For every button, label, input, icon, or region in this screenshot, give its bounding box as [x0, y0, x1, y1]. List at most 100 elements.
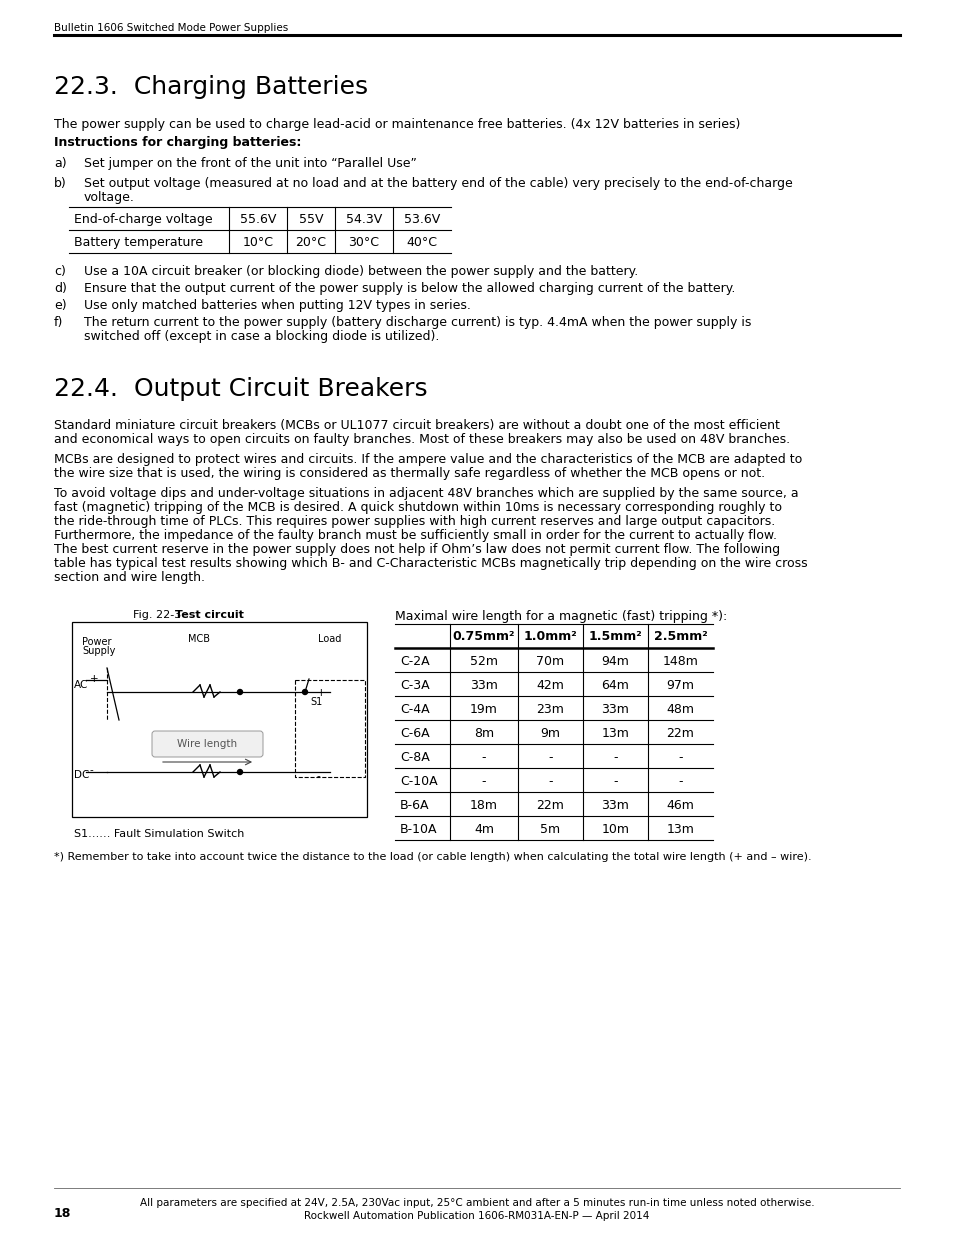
- Text: -: -: [481, 776, 486, 788]
- Text: c): c): [54, 266, 66, 278]
- Text: Instructions for charging batteries:: Instructions for charging batteries:: [54, 136, 301, 149]
- Circle shape: [237, 769, 242, 774]
- Text: fast (magnetic) tripping of the MCB is desired. A quick shutdown within 10ms is : fast (magnetic) tripping of the MCB is d…: [54, 501, 781, 514]
- Text: section and wire length.: section and wire length.: [54, 571, 205, 584]
- Text: C-6A: C-6A: [399, 727, 429, 740]
- Text: To avoid voltage dips and under-voltage situations in adjacent 48V branches whic: To avoid voltage dips and under-voltage …: [54, 487, 798, 500]
- Text: Supply: Supply: [82, 646, 115, 656]
- Text: B-10A: B-10A: [399, 823, 437, 836]
- Text: End-of-charge voltage: End-of-charge voltage: [74, 212, 213, 226]
- Text: 9m: 9m: [540, 727, 560, 740]
- Text: Set jumper on the front of the unit into “Parallel Use”: Set jumper on the front of the unit into…: [84, 157, 416, 170]
- Text: B-6A: B-6A: [399, 799, 429, 811]
- Text: 1.0mm²: 1.0mm²: [523, 630, 577, 643]
- Text: 20°C: 20°C: [295, 236, 326, 249]
- Text: 22.3.  Charging Batteries: 22.3. Charging Batteries: [54, 75, 368, 99]
- Text: Battery temperature: Battery temperature: [74, 236, 203, 249]
- Text: 70m: 70m: [536, 655, 564, 668]
- Text: 22m: 22m: [666, 727, 694, 740]
- Text: voltage.: voltage.: [84, 191, 134, 204]
- Text: +: +: [90, 674, 98, 684]
- Text: b): b): [54, 177, 67, 190]
- Text: Wire length: Wire length: [177, 739, 237, 748]
- Text: C-4A: C-4A: [399, 703, 429, 716]
- Text: -: -: [481, 751, 486, 764]
- Text: switched off (except in case a blocking diode is utilized).: switched off (except in case a blocking …: [84, 330, 439, 343]
- Text: MCB: MCB: [188, 634, 210, 643]
- Text: -: -: [678, 776, 682, 788]
- Text: Load: Load: [317, 634, 341, 643]
- Text: MCBs are designed to protect wires and circuits. If the ampere value and the cha: MCBs are designed to protect wires and c…: [54, 453, 801, 466]
- Text: 2.5mm²: 2.5mm²: [653, 630, 706, 643]
- Text: f): f): [54, 316, 63, 329]
- Text: S1: S1: [310, 697, 322, 706]
- Text: 18m: 18m: [470, 799, 497, 811]
- Text: 18: 18: [54, 1207, 71, 1220]
- Text: 64m: 64m: [601, 679, 629, 692]
- Text: *) Remember to take into account twice the distance to the load (or cable length: *) Remember to take into account twice t…: [54, 852, 811, 862]
- Circle shape: [237, 689, 242, 694]
- Text: 54.3V: 54.3V: [346, 212, 382, 226]
- Text: The best current reserve in the power supply does not help if Ohm’s law does not: The best current reserve in the power su…: [54, 543, 780, 556]
- Text: 48m: 48m: [666, 703, 694, 716]
- Text: -: -: [613, 776, 618, 788]
- Text: 55.6V: 55.6V: [239, 212, 276, 226]
- Text: a): a): [54, 157, 67, 170]
- Text: the ride-through time of PLCs. This requires power supplies with high current re: the ride-through time of PLCs. This requ…: [54, 515, 775, 529]
- Text: and economical ways to open circuits on faulty branches. Most of these breakers : and economical ways to open circuits on …: [54, 433, 789, 446]
- Text: Ensure that the output current of the power supply is below the allowed charging: Ensure that the output current of the po…: [84, 282, 735, 295]
- Text: C-10A: C-10A: [399, 776, 437, 788]
- Text: 5m: 5m: [539, 823, 560, 836]
- Text: Use a 10A circuit breaker (or blocking diode) between the power supply and the b: Use a 10A circuit breaker (or blocking d…: [84, 266, 638, 278]
- Text: 148m: 148m: [662, 655, 698, 668]
- Text: -: -: [613, 751, 618, 764]
- Text: Use only matched batteries when putting 12V types in series.: Use only matched batteries when putting …: [84, 299, 471, 312]
- Text: -: -: [548, 776, 552, 788]
- Text: DC: DC: [74, 769, 90, 781]
- Text: S1…… Fault Simulation Switch: S1…… Fault Simulation Switch: [74, 829, 244, 839]
- Text: 13m: 13m: [666, 823, 694, 836]
- Text: 4m: 4m: [474, 823, 494, 836]
- Text: Power: Power: [82, 637, 112, 647]
- Text: 97m: 97m: [666, 679, 694, 692]
- Text: 10°C: 10°C: [242, 236, 274, 249]
- Text: Maximal wire length for a magnetic (fast) tripping *):: Maximal wire length for a magnetic (fast…: [395, 610, 726, 622]
- Text: -: -: [90, 764, 93, 776]
- Text: C-3A: C-3A: [399, 679, 429, 692]
- Text: 19m: 19m: [470, 703, 497, 716]
- Text: 55V: 55V: [298, 212, 323, 226]
- Text: 40°C: 40°C: [406, 236, 437, 249]
- Text: Rockwell Automation Publication 1606-RM031A-EN-P — April 2014: Rockwell Automation Publication 1606-RM0…: [304, 1212, 649, 1221]
- Text: 52m: 52m: [470, 655, 497, 668]
- Text: 33m: 33m: [470, 679, 497, 692]
- FancyBboxPatch shape: [152, 731, 263, 757]
- Text: 94m: 94m: [601, 655, 629, 668]
- Text: 30°C: 30°C: [348, 236, 379, 249]
- Bar: [71, 622, 367, 818]
- Text: -: -: [316, 771, 320, 781]
- Text: table has typical test results showing which B- and C-Characteristic MCBs magnet: table has typical test results showing w…: [54, 557, 807, 571]
- Text: 22.4.  Output Circuit Breakers: 22.4. Output Circuit Breakers: [54, 377, 427, 401]
- Text: C-2A: C-2A: [399, 655, 429, 668]
- Text: 0.75mm²: 0.75mm²: [453, 630, 515, 643]
- Text: 33m: 33m: [601, 799, 629, 811]
- Text: C-8A: C-8A: [399, 751, 429, 764]
- Circle shape: [302, 689, 307, 694]
- Text: 33m: 33m: [601, 703, 629, 716]
- Text: 1.5mm²: 1.5mm²: [588, 630, 641, 643]
- Text: Standard miniature circuit breakers (MCBs or UL1077 circuit breakers) are withou: Standard miniature circuit breakers (MCB…: [54, 419, 779, 432]
- Text: 8m: 8m: [474, 727, 494, 740]
- Text: Bulletin 1606 Switched Mode Power Supplies: Bulletin 1606 Switched Mode Power Suppli…: [54, 23, 288, 33]
- Text: -: -: [548, 751, 552, 764]
- Text: The power supply can be used to charge lead-acid or maintenance free batteries. : The power supply can be used to charge l…: [54, 119, 740, 131]
- Text: 46m: 46m: [666, 799, 694, 811]
- Text: the wire size that is used, the wiring is considered as thermally safe regardles: the wire size that is used, the wiring i…: [54, 467, 764, 480]
- Text: 22m: 22m: [536, 799, 564, 811]
- Text: e): e): [54, 299, 67, 312]
- Text: 23m: 23m: [536, 703, 564, 716]
- Text: -: -: [678, 751, 682, 764]
- Text: 10m: 10m: [601, 823, 629, 836]
- Text: 42m: 42m: [536, 679, 564, 692]
- Text: Test circuit: Test circuit: [174, 610, 244, 620]
- Text: AC: AC: [74, 680, 89, 690]
